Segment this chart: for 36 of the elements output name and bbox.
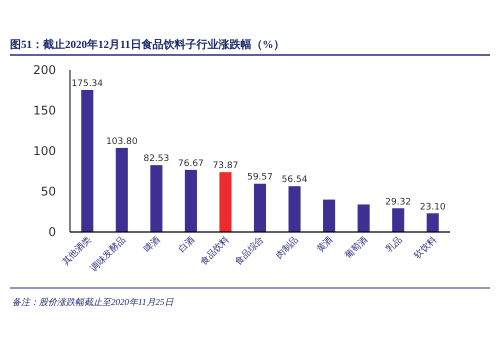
bar [184,170,197,232]
x-tick-label: 食品综合 [232,234,266,268]
x-tick-label: 软饮料 [412,234,439,262]
data-label: 76.67 [178,158,204,169]
text: 备注：股价涨跌幅截止至2020年11月25日 [12,297,174,307]
y-tick-label: 150 [33,104,56,118]
x-tick-label: 葡萄酒 [342,234,370,262]
y-tick-label: 200 [33,63,56,77]
data-label: 23.10 [420,202,446,212]
y-tick-label: 50 [40,184,56,198]
data-label: 59.57 [247,172,273,183]
bar [150,165,162,232]
bar [392,208,404,232]
y-tick-label: 100 [33,144,56,158]
data-label: 103.80 [106,136,138,147]
data-label: 29.32 [385,197,412,208]
x-tick-label: 白酒 [176,234,198,255]
data-label: 175.34 [72,78,104,89]
x-tick-label: 黄酒 [314,234,336,255]
x-tick-label: 啤酒 [142,234,162,255]
bar [288,186,301,232]
bar [426,213,439,232]
bar [81,90,94,232]
bar [358,204,370,232]
bar [116,148,128,232]
y-tick-label: 0 [48,225,56,239]
x-tick-label: 肉制品 [274,234,301,262]
bar [219,172,232,232]
data-label: 73.87 [212,161,238,172]
chart-title: 图51：截止2020年12月11日食品饮料子行业涨跌幅（%） [10,38,284,51]
x-tick-label: 乳品 [384,234,404,255]
bar [323,200,336,232]
data-label: 56.54 [282,175,308,186]
x-tick-label: 食品饮料 [198,234,232,268]
bar [254,184,266,232]
data-label: 82.53 [143,154,170,164]
